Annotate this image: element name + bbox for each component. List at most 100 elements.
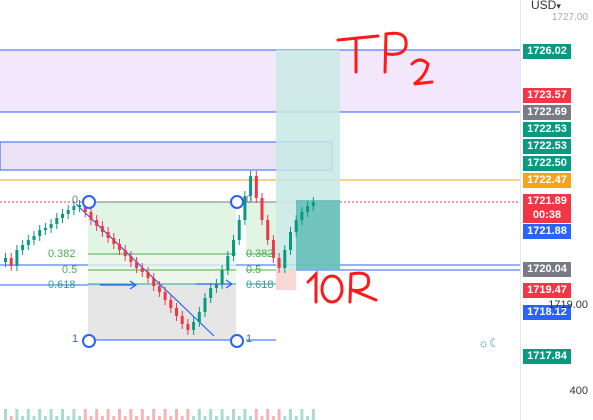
chart-pane[interactable]: 0 0.382 0.5 0.618 1 0 0.382 0.5 0.618 1 … <box>0 0 520 420</box>
candle <box>289 232 292 250</box>
volume-series <box>4 409 315 420</box>
fib-label-0-right: 0 <box>246 194 252 206</box>
volume-bar <box>175 409 178 420</box>
candle <box>261 198 264 220</box>
candle <box>186 324 189 330</box>
volume-bar <box>221 409 224 420</box>
candle <box>226 256 229 270</box>
candle <box>198 312 201 322</box>
volume-bar <box>186 409 189 420</box>
volume-bar <box>152 409 155 420</box>
candle <box>175 308 178 316</box>
candle <box>306 206 309 212</box>
volume-bar <box>44 416 47 420</box>
volume-bar <box>112 416 115 420</box>
currency-selector[interactable]: USD▾ <box>531 0 561 12</box>
chart-canvas[interactable] <box>0 0 520 420</box>
volume-bar <box>141 409 144 420</box>
candle <box>27 240 30 245</box>
candle <box>78 205 81 207</box>
candle <box>169 300 172 308</box>
candle <box>38 230 41 236</box>
fib-zone-upper-1 <box>88 202 236 254</box>
volume-bar <box>124 416 127 420</box>
volume-bar <box>10 416 13 420</box>
fib-label-05-right: 0.5 <box>246 264 261 276</box>
candle <box>295 220 298 232</box>
candle <box>67 210 70 214</box>
price-tag-t7: 1722.47 <box>523 173 571 188</box>
candle <box>55 218 58 224</box>
volume-bar <box>278 409 281 420</box>
candle <box>124 250 127 256</box>
volume-bar <box>266 409 269 420</box>
price-tag-t14: 1717.84 <box>523 349 571 364</box>
volume-bar <box>50 409 53 420</box>
candle <box>21 245 24 250</box>
fib-handle-top-right[interactable] <box>230 195 244 209</box>
candle <box>50 224 53 228</box>
candle <box>249 176 252 196</box>
candle <box>129 256 132 262</box>
fib-label-0618-right: 0.618 <box>246 279 274 291</box>
market-status-icon[interactable]: ☼☾ <box>478 336 500 350</box>
price-tag-t3: 1722.69 <box>523 105 571 120</box>
fib-handle-bottom-right[interactable] <box>230 334 244 348</box>
volume-bar <box>209 409 212 420</box>
price-tag-t10: 1721.88 <box>523 224 571 239</box>
candle <box>192 322 195 330</box>
fib-handle-top-left[interactable] <box>82 195 96 209</box>
volume-bar <box>4 409 7 420</box>
fib-label-1-right: 1 <box>246 333 252 345</box>
currency-label: USD <box>531 0 556 12</box>
fib-zone-mid-1 <box>88 254 236 284</box>
volume-bar <box>272 416 275 420</box>
volume-bar <box>255 409 258 420</box>
volume-bar <box>238 416 241 420</box>
volume-bar <box>107 409 110 420</box>
price-tag-t6: 1722.50 <box>523 156 571 171</box>
volume-bar <box>198 409 201 420</box>
candle <box>164 292 167 300</box>
volume-bar <box>312 409 315 420</box>
fib-label-0618-left: 0.618 <box>48 279 76 291</box>
candle <box>215 284 218 288</box>
volume-bar <box>101 416 104 420</box>
volume-bar <box>135 416 138 420</box>
candle <box>266 220 269 240</box>
candle <box>181 316 184 324</box>
price-axis[interactable]: USD▾ 1727.00 1726.02 1723.57 1722.69 1722.5… <box>520 0 593 420</box>
candle <box>44 228 47 230</box>
volume-bar <box>226 416 229 420</box>
supply-zone[interactable] <box>0 50 520 112</box>
volume-axis-label: 400 <box>521 385 593 397</box>
candle <box>300 212 303 220</box>
candle <box>33 236 36 240</box>
fib-handle-bottom-left[interactable] <box>82 334 96 348</box>
candle <box>118 244 121 250</box>
candle <box>158 286 161 292</box>
candle <box>72 206 75 210</box>
volume-bar <box>232 409 235 420</box>
volume-bar <box>67 416 70 420</box>
volume-bar <box>169 416 172 420</box>
volume-bar <box>84 409 87 420</box>
volume-bar <box>249 416 252 420</box>
volume-bar <box>15 409 18 420</box>
volume-bar <box>55 416 58 420</box>
fib-label-0382-right: 0.382 <box>246 248 274 260</box>
candle <box>107 232 110 238</box>
candle <box>152 278 155 286</box>
volume-bar <box>95 409 98 420</box>
volume-bar <box>118 409 121 420</box>
candle <box>15 250 18 266</box>
volume-bar <box>243 409 246 420</box>
candle <box>221 270 224 284</box>
candle <box>278 258 281 268</box>
candle <box>255 176 258 198</box>
volume-bar <box>78 416 81 420</box>
candle <box>61 214 64 218</box>
fib-label-05-left: 0.5 <box>62 264 77 276</box>
volume-bar <box>27 409 30 420</box>
volume-bar <box>61 409 64 420</box>
